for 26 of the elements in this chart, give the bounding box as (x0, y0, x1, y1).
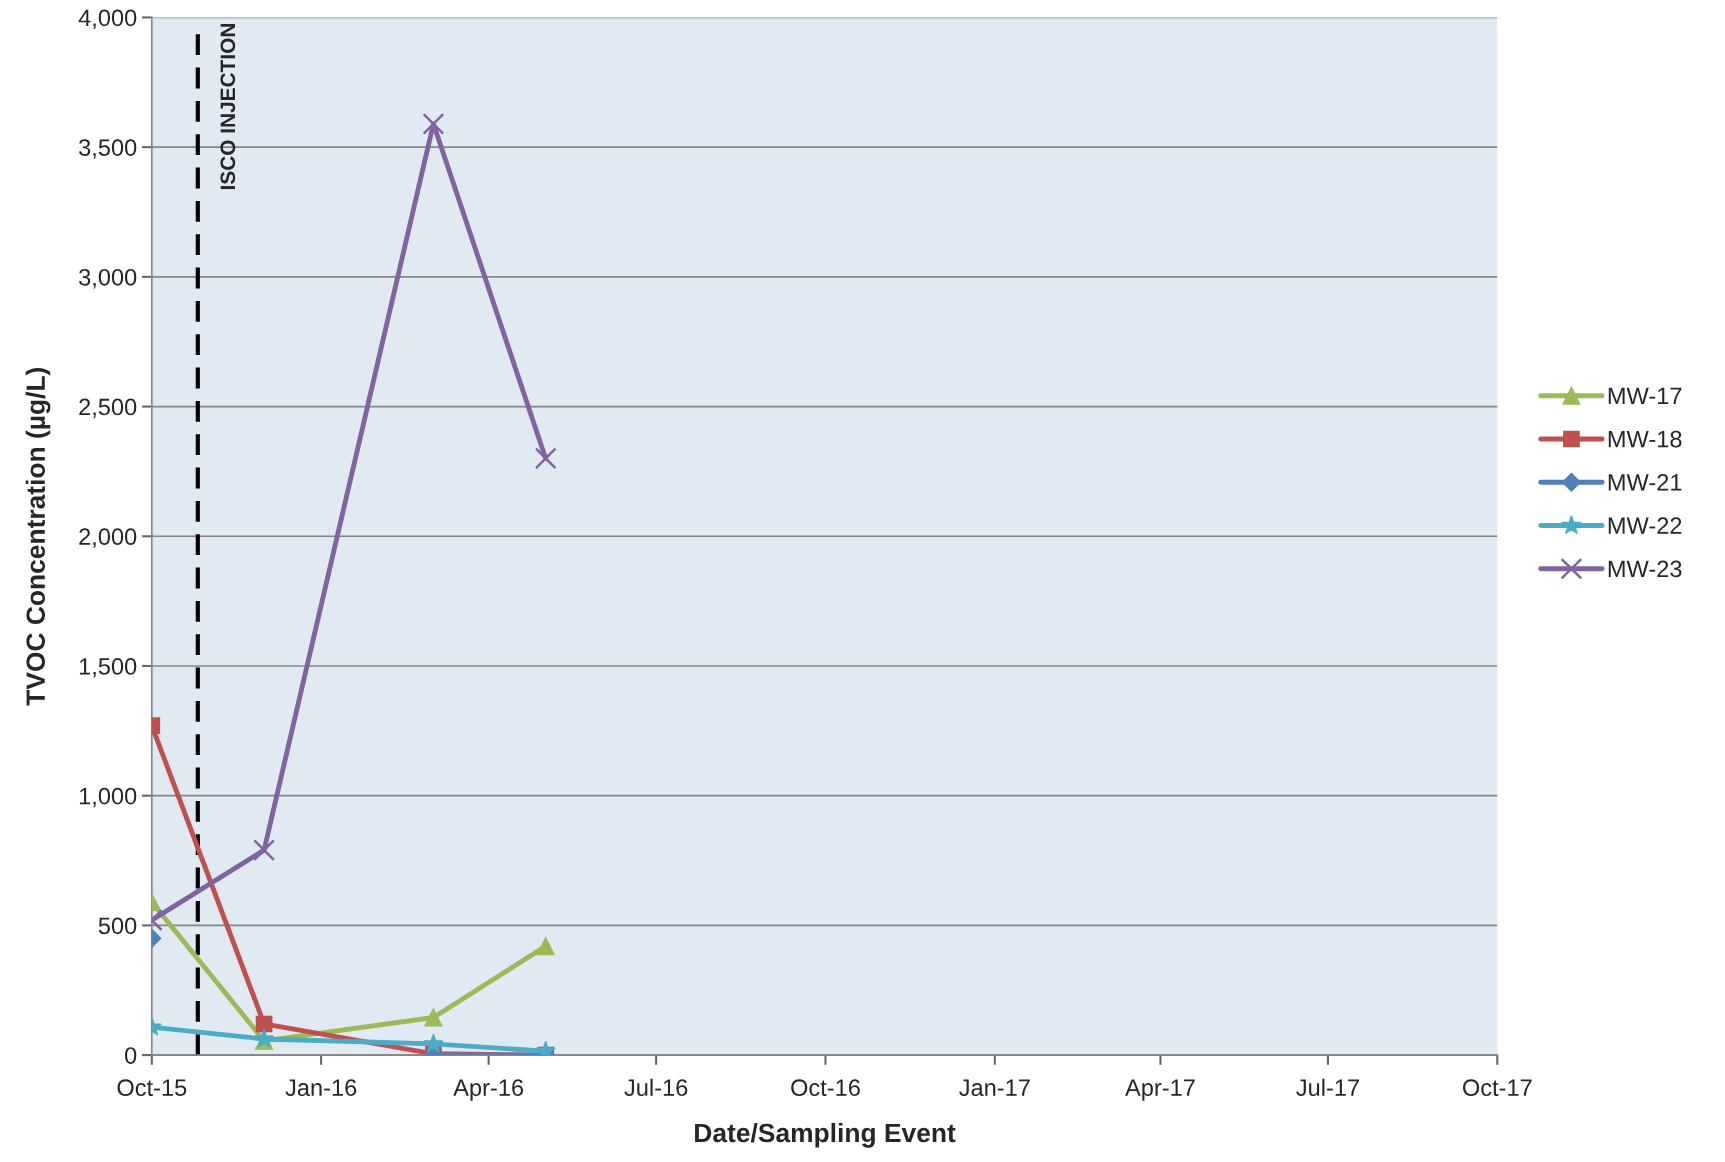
y-axis-title: TVOC Concentration (µg/L) (25, 367, 51, 706)
ref-line-label: ISCO INJECTION (220, 24, 236, 190)
y-tick-label: 3,500 (79, 139, 137, 159)
legend-label: MW-22 (1608, 517, 1682, 534)
x-tick-label: Oct-16 (791, 1079, 860, 1097)
legend-label: MW-18 (1608, 430, 1682, 448)
y-tick-label: 3,000 (79, 268, 137, 289)
legend-label: MW-23 (1608, 560, 1682, 578)
y-tick-label: 500 (98, 917, 137, 935)
x-tick-label: Oct-17 (1462, 1079, 1532, 1097)
y-tick-label: 2,500 (79, 398, 137, 419)
x-tick-label: Jul-16 (624, 1078, 688, 1097)
y-tick-label: 1,500 (79, 658, 137, 678)
x-tick-label: Jul-17 (1296, 1078, 1359, 1097)
y-tick-label: 4,000 (78, 9, 137, 30)
y-tick-label: 1,000 (79, 787, 137, 808)
y-tick-label: 0 (125, 1047, 137, 1064)
x-tick-label: Jan-17 (959, 1079, 1030, 1097)
y-tick-label: 2,000 (79, 528, 137, 548)
x-axis-title: Date/Sampling Event (695, 1122, 956, 1148)
legend-label: MW-21 (1608, 474, 1682, 491)
x-tick-label: Jan-16 (285, 1079, 357, 1097)
x-tick-label: Apr-17 (1125, 1079, 1195, 1101)
x-tick-label: Oct-15 (117, 1079, 187, 1097)
legend-label: MW-17 (1608, 387, 1682, 404)
x-tick-label: Apr-16 (453, 1079, 524, 1101)
